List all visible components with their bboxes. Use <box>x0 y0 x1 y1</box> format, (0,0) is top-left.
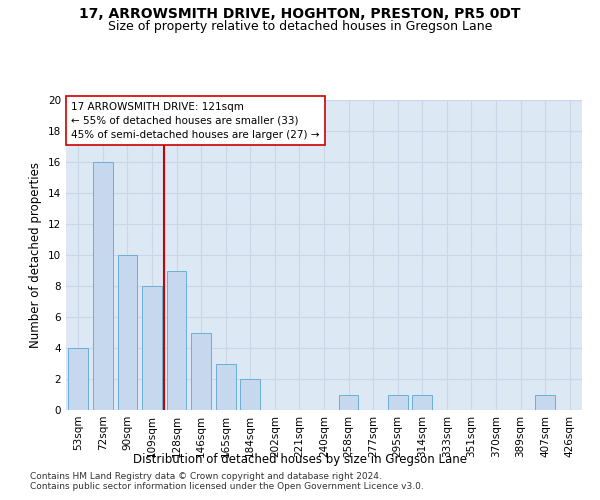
Bar <box>535 394 555 410</box>
Bar <box>142 286 162 410</box>
Y-axis label: Number of detached properties: Number of detached properties <box>29 162 43 348</box>
Text: Contains public sector information licensed under the Open Government Licence v3: Contains public sector information licen… <box>30 482 424 491</box>
Bar <box>93 162 113 410</box>
Bar <box>388 394 407 410</box>
Bar <box>118 255 137 410</box>
Text: Distribution of detached houses by size in Gregson Lane: Distribution of detached houses by size … <box>133 452 467 466</box>
Bar <box>167 270 187 410</box>
Bar <box>339 394 358 410</box>
Text: 17, ARROWSMITH DRIVE, HOGHTON, PRESTON, PR5 0DT: 17, ARROWSMITH DRIVE, HOGHTON, PRESTON, … <box>79 8 521 22</box>
Bar <box>241 379 260 410</box>
Text: 17 ARROWSMITH DRIVE: 121sqm
← 55% of detached houses are smaller (33)
45% of sem: 17 ARROWSMITH DRIVE: 121sqm ← 55% of det… <box>71 102 320 140</box>
Bar <box>191 332 211 410</box>
Bar <box>412 394 432 410</box>
Text: Size of property relative to detached houses in Gregson Lane: Size of property relative to detached ho… <box>108 20 492 33</box>
Bar <box>216 364 236 410</box>
Bar <box>68 348 88 410</box>
Text: Contains HM Land Registry data © Crown copyright and database right 2024.: Contains HM Land Registry data © Crown c… <box>30 472 382 481</box>
